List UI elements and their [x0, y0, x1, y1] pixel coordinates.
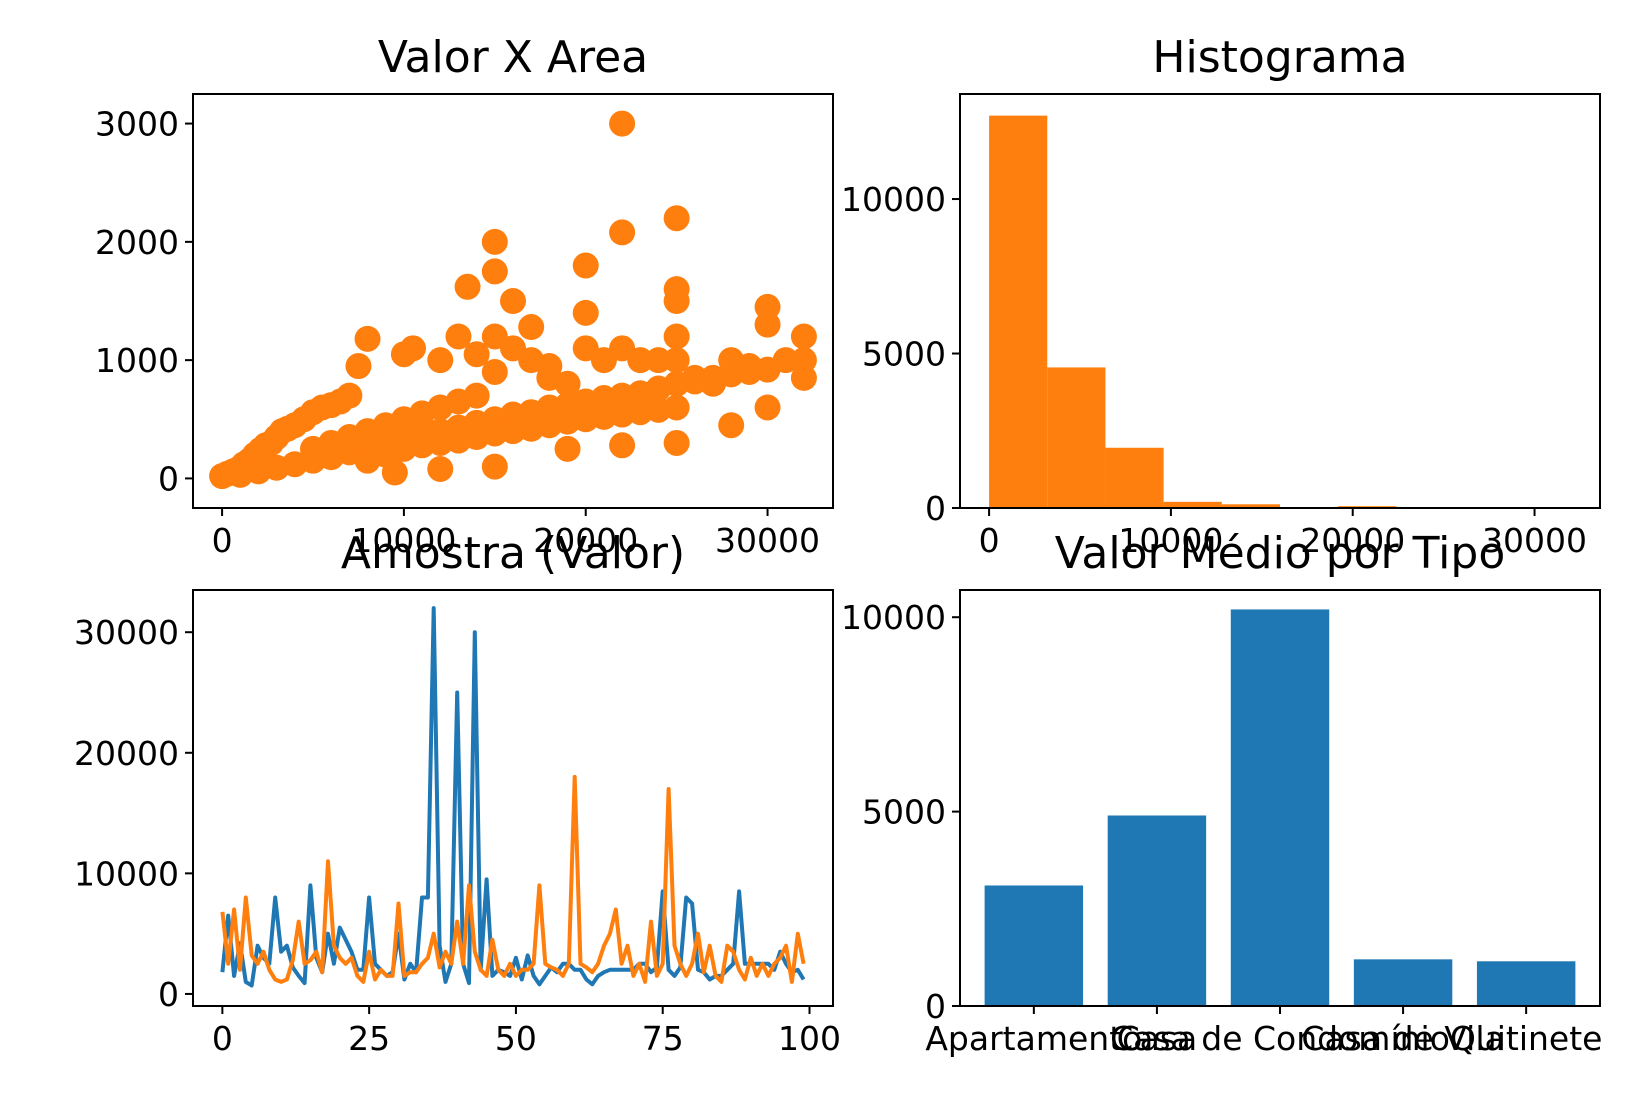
scatter-point [518, 314, 545, 341]
scatter-point [454, 273, 481, 300]
scatter-point [790, 323, 817, 350]
y-tick-label: 20000 [74, 734, 179, 773]
scatter-point [463, 382, 490, 409]
line-series [220, 774, 806, 984]
scatter-point [481, 228, 508, 255]
scatter-point [481, 258, 508, 285]
x-tick-label: 20000 [533, 521, 638, 560]
scatter-point [718, 412, 745, 439]
histogram-frame [959, 93, 1601, 509]
scatter-point [554, 370, 581, 397]
scatter-point [500, 288, 526, 314]
scatter-point [427, 455, 454, 482]
scatter-point [463, 341, 490, 368]
category-bar [1107, 815, 1207, 1006]
scatter-point [663, 323, 690, 350]
x-tick-label: 20000 [1300, 521, 1405, 560]
y-tick-label: 10000 [841, 598, 946, 637]
scatter-point [354, 325, 381, 352]
histogram-bar [1047, 367, 1106, 508]
histogram-bar [989, 115, 1048, 509]
scatter-point [790, 364, 817, 391]
scatter-point [663, 394, 690, 421]
y-tick-label: 0 [158, 459, 179, 498]
scatter-point [381, 459, 408, 486]
y-tick-label: 1000 [95, 341, 179, 380]
histogram-bar [1105, 447, 1164, 508]
scatter-point [609, 219, 636, 246]
x-tick-label: 10000 [1118, 521, 1223, 560]
x-tick-label: 100 [778, 1019, 841, 1058]
line-frame [192, 589, 834, 1007]
scatter-point [772, 347, 799, 374]
scatter-point [663, 205, 690, 232]
scatter-point [736, 353, 763, 380]
x-tick-label: 10000 [351, 521, 456, 560]
line-axes: 0 25 50 75 100 0 10000 20000 30000 Amostra (Valor… [74, 528, 841, 1058]
scatter-axes: 0 10000 20000 30000 0 1000 2000 3000 Valor X Are… [95, 32, 834, 560]
scatter-point [609, 110, 636, 137]
category-bar [1230, 609, 1330, 1006]
histogram-axes: 0 10000 20000 30000 0 5000 10000 Histograma [841, 32, 1601, 560]
scatter-frame [192, 93, 834, 509]
scatter-point [754, 394, 781, 421]
x-tick-label: 0 [212, 521, 233, 560]
category-bar [984, 885, 1084, 1006]
scatter-point [481, 453, 508, 480]
scatter-point [663, 429, 690, 456]
y-tick-label: 2000 [95, 223, 179, 262]
scatter-point [700, 370, 726, 397]
scatter-point [627, 347, 654, 374]
y-tick-label: 30000 [74, 613, 179, 652]
scatter-point [400, 335, 426, 362]
y-tick-label: 10000 [841, 180, 946, 219]
category-bar [1476, 961, 1576, 1006]
line-series [220, 606, 806, 988]
scatter-point [754, 293, 781, 320]
x-tick-label: 50 [495, 1019, 537, 1058]
chart-title: Histograma [1152, 32, 1407, 83]
x-tick-label: 25 [348, 1019, 390, 1058]
histogram-bar [1221, 504, 1280, 508]
scatter-point [609, 432, 636, 459]
x-tick-label: 30000 [1482, 521, 1587, 560]
scatter-point [572, 299, 599, 326]
y-tick-label: 5000 [862, 335, 946, 374]
x-tick-label: 0 [212, 1019, 233, 1058]
x-tick-label: 75 [642, 1019, 684, 1058]
scatter-point [336, 382, 363, 409]
scatter-point [445, 323, 472, 350]
category-label: Casa de Vila [1301, 1019, 1504, 1058]
scatter-point [427, 347, 454, 374]
chart-title: Amostra (Valor) [341, 528, 685, 579]
y-tick-label: 0 [158, 975, 179, 1014]
scatter-point [663, 347, 690, 374]
x-tick-label: 0 [979, 521, 1000, 560]
category-label: Casa [1117, 1019, 1198, 1058]
y-tick-label: 10000 [74, 854, 179, 893]
scatter-point [645, 347, 672, 374]
scatter-point [572, 252, 599, 279]
category-label: Quitinete [1450, 1019, 1603, 1058]
y-tick-label: 3000 [95, 105, 179, 144]
y-tick-label: 0 [925, 987, 946, 1026]
y-tick-label: 0 [925, 489, 946, 528]
scatter-point [554, 435, 581, 462]
chart-title: Valor Médio por Tipo [1055, 528, 1505, 579]
scatter-point [663, 288, 690, 314]
y-tick-label: 5000 [862, 793, 946, 832]
scatter-point [481, 358, 508, 385]
category-label: Apartamento [925, 1019, 1142, 1058]
category-bar [1353, 959, 1453, 1006]
histogram-bar [1163, 501, 1222, 508]
scatter-point [345, 353, 372, 380]
x-tick-label: 30000 [715, 521, 820, 560]
category-label: Casa de Condomínio [1110, 1019, 1450, 1058]
chart-title: Valor X Area [378, 32, 648, 83]
